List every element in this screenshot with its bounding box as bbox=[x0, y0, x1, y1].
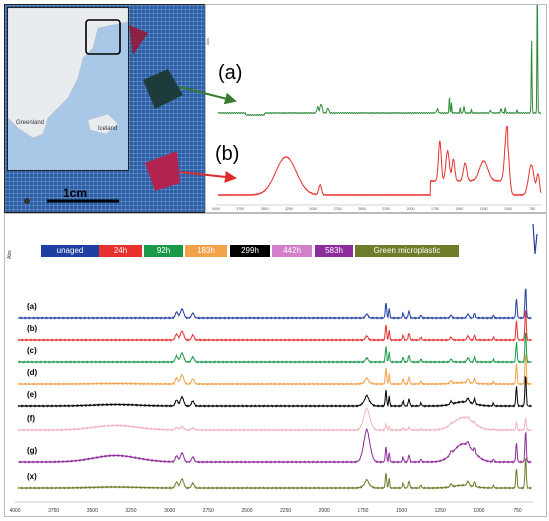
series-line-x bbox=[17, 457, 532, 490]
top-series-b bbox=[217, 125, 542, 198]
row-label: (d) bbox=[27, 368, 38, 377]
x-tick-label: 1000 bbox=[473, 508, 484, 514]
sample-red-top bbox=[129, 25, 148, 55]
top-x-tick-label: 1750 bbox=[431, 207, 439, 211]
sample-green bbox=[143, 69, 183, 109]
top-x-tick-label: 1500 bbox=[455, 207, 463, 211]
map-highlight-box bbox=[85, 19, 121, 55]
scale-label: 1cm bbox=[63, 186, 88, 200]
map-inset: Greenland Iceland bbox=[7, 7, 129, 171]
sample-shapes bbox=[24, 25, 183, 204]
top-x-tick-label: 1000 bbox=[504, 207, 512, 211]
legend-item: 299h bbox=[230, 245, 270, 257]
x-tick-label: 2250 bbox=[280, 508, 291, 514]
row-label: (x) bbox=[27, 472, 37, 481]
label-a: (a) bbox=[218, 62, 243, 84]
series-line-f bbox=[17, 406, 532, 432]
x-tick-label: 3000 bbox=[164, 508, 175, 514]
top-x-tick-label: 2750 bbox=[334, 207, 342, 211]
top-x-tick-label: 1250 bbox=[480, 207, 488, 211]
map-label-greenland: Greenland bbox=[16, 120, 45, 126]
top-x-tick-label: 3000 bbox=[309, 207, 317, 211]
x-tick-label: 1500 bbox=[396, 508, 407, 514]
x-tick-label: 1250 bbox=[435, 508, 446, 514]
top-y-axis-label: Abs bbox=[206, 38, 210, 45]
x-tick-label: 2000 bbox=[319, 508, 330, 514]
legend-item: 442h bbox=[272, 245, 312, 257]
x-tick-label: 1750 bbox=[357, 508, 368, 514]
legend-item: 92h bbox=[144, 245, 183, 257]
series-line-g bbox=[18, 427, 532, 464]
legend-item: 183h bbox=[185, 245, 227, 257]
legend-item: 583h bbox=[315, 245, 353, 257]
series-line-c bbox=[17, 332, 532, 364]
top-x-tick-label: 750 bbox=[529, 207, 535, 211]
x-tick-label: 3250 bbox=[125, 508, 136, 514]
series-line-e bbox=[17, 375, 532, 408]
top-spectra-panel: 4000 3750 3500 3250 3000 2750 2500 2250 2000 1750… bbox=[205, 1, 547, 213]
top-x-tick-label: 3250 bbox=[285, 207, 293, 211]
legend-item: 24h bbox=[99, 245, 142, 257]
top-x-tick-label: 2250 bbox=[382, 207, 390, 211]
bottom-spectra-svg: 4000 3750 3500 3250 3000 2750 2500 2250 2000 1750… bbox=[7, 223, 538, 514]
top-x-tick-label: 3750 bbox=[236, 207, 244, 211]
series-line-b bbox=[17, 309, 532, 342]
row-label: (a) bbox=[27, 302, 37, 311]
series-line-a bbox=[17, 288, 532, 320]
x-tick-label: 750 bbox=[513, 508, 522, 514]
x-tick-label: 4000 bbox=[9, 508, 20, 514]
legend-item: Green microplastic bbox=[355, 245, 459, 257]
x-tick-label: 3750 bbox=[48, 508, 59, 514]
top-x-tick-label: 3500 bbox=[261, 207, 269, 211]
row-label: (c) bbox=[27, 346, 37, 355]
top-series-a bbox=[217, 1, 542, 117]
series-line-d bbox=[17, 352, 532, 386]
x-tick-label: 2750 bbox=[203, 508, 214, 514]
top-spectra-svg: 4000 3750 3500 3250 3000 2750 2500 2250 2000 1750… bbox=[205, 1, 542, 211]
sample-red bbox=[145, 151, 180, 191]
sample-photo: Greenland Iceland 1cm bbox=[4, 4, 206, 213]
x-tick-label: 2500 bbox=[241, 508, 252, 514]
bottom-spectra-panel: 4000 3750 3500 3250 3000 2750 2500 2250 2000 1750… bbox=[4, 213, 547, 517]
row-label: (b) bbox=[27, 324, 38, 333]
legend-item: unaged bbox=[41, 245, 99, 257]
top-x-tick-label: 2500 bbox=[358, 207, 366, 211]
map-svg bbox=[8, 8, 128, 139]
x-tick-label: 3500 bbox=[87, 508, 98, 514]
label-b: (b) bbox=[215, 143, 240, 165]
map-label-iceland: Iceland bbox=[98, 126, 118, 132]
y-axis-label: Abs bbox=[7, 250, 13, 259]
row-label: (e) bbox=[27, 390, 37, 399]
row-label: (g) bbox=[27, 446, 38, 455]
top-x-tick-label: 2000 bbox=[407, 207, 415, 211]
top-x-tick-label: 4000 bbox=[212, 207, 220, 211]
row-label: (f) bbox=[27, 414, 35, 423]
